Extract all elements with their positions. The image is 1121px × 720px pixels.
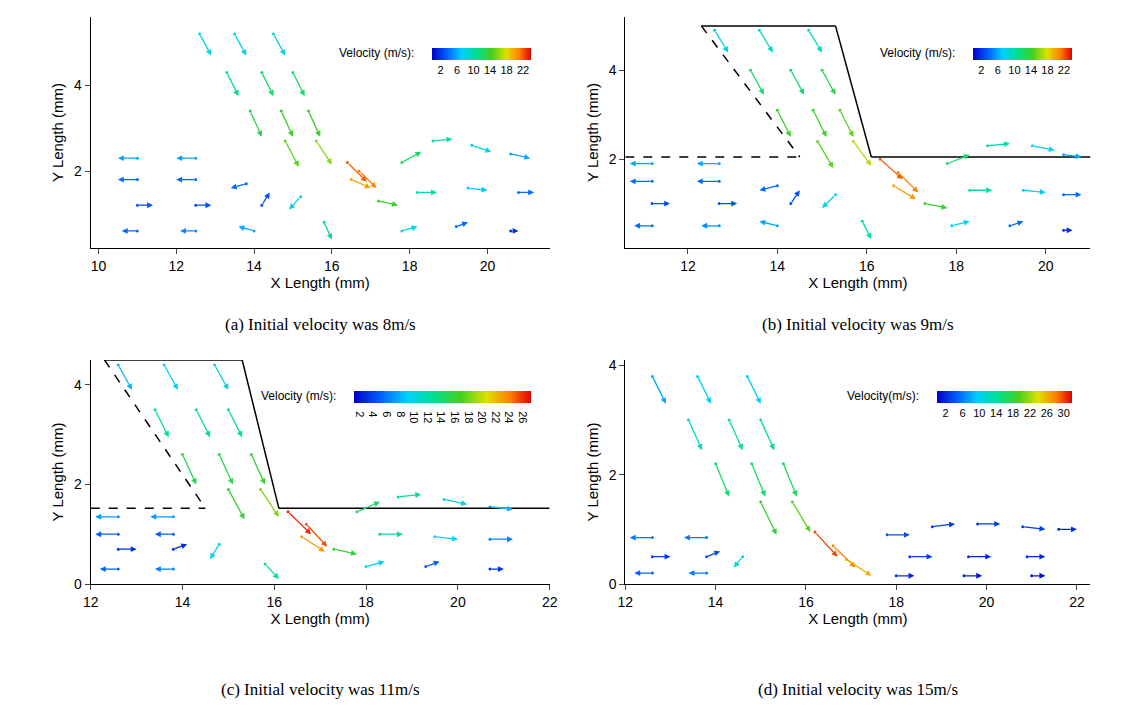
svg-text:20: 20 [1038, 258, 1054, 274]
svg-text:22: 22 [1058, 64, 1070, 76]
svg-text:14: 14 [770, 258, 786, 274]
svg-text:(d) Initial velocity was 15m/s: (d) Initial velocity was 15m/s [758, 680, 958, 699]
svg-text:Y Length (mm): Y Length (mm) [584, 423, 601, 522]
svg-text:20: 20 [476, 411, 488, 423]
svg-text:4: 4 [609, 357, 617, 373]
svg-text:0: 0 [609, 576, 617, 592]
svg-text:2: 2 [943, 407, 949, 419]
svg-text:Y Length (mm): Y Length (mm) [49, 423, 66, 522]
svg-text:12: 12 [83, 594, 99, 610]
svg-text:18: 18 [501, 64, 513, 76]
svg-text:X Length (mm): X Length (mm) [271, 610, 370, 627]
svg-text:18: 18 [463, 411, 475, 423]
svg-text:2: 2 [609, 151, 617, 167]
svg-text:16: 16 [449, 411, 461, 423]
svg-text:(c) Initial velocity was 11m/s: (c) Initial velocity was 11m/s [221, 680, 420, 699]
svg-text:6: 6 [995, 64, 1001, 76]
svg-text:14: 14 [435, 411, 447, 423]
svg-text:10: 10 [468, 64, 480, 76]
svg-text:16: 16 [267, 594, 283, 610]
svg-text:X Length (mm): X Length (mm) [271, 274, 370, 291]
svg-text:2: 2 [354, 411, 366, 417]
svg-text:14: 14 [484, 64, 496, 76]
svg-text:12: 12 [618, 594, 634, 610]
svg-text:18: 18 [358, 594, 374, 610]
svg-text:20: 20 [979, 594, 995, 610]
svg-text:20: 20 [480, 258, 496, 274]
svg-text:14: 14 [1025, 64, 1037, 76]
svg-text:16: 16 [324, 258, 340, 274]
svg-text:22: 22 [1024, 407, 1036, 419]
svg-text:X Length (mm): X Length (mm) [808, 610, 907, 627]
svg-text:(a) Initial velocity was 8m/s: (a) Initial velocity was 8m/s [225, 315, 416, 334]
svg-text:6: 6 [454, 64, 460, 76]
svg-text:26: 26 [517, 411, 529, 423]
svg-text:14: 14 [708, 594, 724, 610]
svg-text:4: 4 [74, 77, 82, 93]
svg-text:Y Length (mm): Y Length (mm) [49, 83, 66, 182]
svg-text:X Length (mm): X Length (mm) [808, 274, 907, 291]
svg-text:30: 30 [1058, 407, 1070, 419]
svg-text:2: 2 [74, 163, 82, 179]
svg-text:18: 18 [888, 594, 904, 610]
svg-text:26: 26 [1041, 407, 1053, 419]
svg-text:22: 22 [490, 411, 502, 423]
svg-text:12: 12 [422, 411, 434, 423]
svg-text:2: 2 [609, 467, 617, 483]
svg-text:(b) Initial velocity was 9m/s: (b) Initial velocity was 9m/s [762, 315, 954, 334]
svg-text:10: 10 [91, 258, 107, 274]
svg-text:14: 14 [246, 258, 262, 274]
svg-text:22: 22 [517, 64, 529, 76]
svg-text:20: 20 [450, 594, 466, 610]
svg-text:22: 22 [1069, 594, 1085, 610]
svg-text:Velocity (m/s):: Velocity (m/s): [261, 389, 336, 403]
svg-text:2: 2 [438, 64, 444, 76]
svg-text:10: 10 [1008, 64, 1020, 76]
svg-text:4: 4 [609, 62, 617, 78]
svg-text:24: 24 [503, 411, 515, 423]
svg-text:18: 18 [1041, 64, 1053, 76]
svg-text:Velocity(m/s):: Velocity(m/s): [847, 389, 919, 403]
svg-text:14: 14 [175, 594, 191, 610]
svg-text:12: 12 [169, 258, 185, 274]
svg-text:18: 18 [402, 258, 418, 274]
svg-text:16: 16 [798, 594, 814, 610]
svg-text:2: 2 [978, 64, 984, 76]
svg-text:12: 12 [680, 258, 696, 274]
svg-text:10: 10 [408, 411, 420, 423]
svg-text:18: 18 [948, 258, 964, 274]
svg-text:Velocity (m/s):: Velocity (m/s): [880, 46, 955, 60]
svg-text:8: 8 [395, 411, 407, 417]
svg-text:4: 4 [367, 411, 379, 417]
svg-text:Y Length (mm): Y Length (mm) [584, 83, 601, 182]
svg-text:14: 14 [990, 407, 1002, 419]
svg-text:18: 18 [1007, 407, 1019, 419]
svg-text:6: 6 [959, 407, 965, 419]
svg-text:0: 0 [74, 576, 82, 592]
svg-text:2: 2 [74, 476, 82, 492]
svg-text:16: 16 [859, 258, 875, 274]
svg-text:22: 22 [542, 594, 558, 610]
svg-text:4: 4 [74, 377, 82, 393]
svg-text:Velocity (m/s):: Velocity (m/s): [339, 46, 414, 60]
svg-text:10: 10 [973, 407, 985, 419]
svg-text:6: 6 [381, 411, 393, 417]
